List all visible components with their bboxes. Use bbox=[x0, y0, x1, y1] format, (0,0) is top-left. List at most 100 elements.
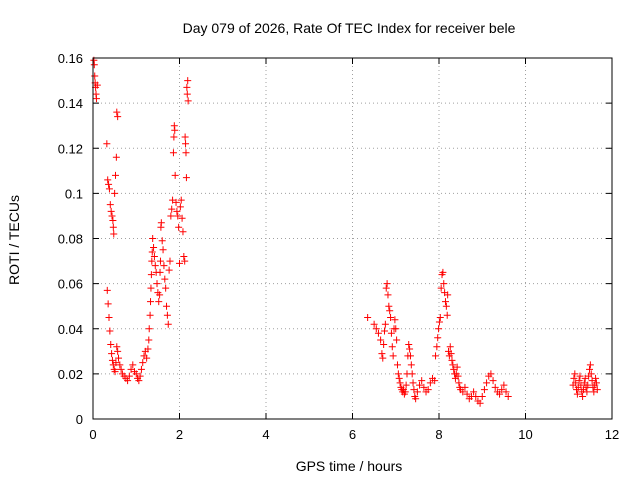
data-point bbox=[447, 350, 455, 358]
data-point bbox=[171, 126, 179, 134]
data-point bbox=[386, 307, 394, 315]
data-point bbox=[108, 212, 116, 220]
data-point bbox=[491, 383, 499, 391]
x-tick-label: 4 bbox=[262, 427, 269, 442]
data-point bbox=[449, 361, 457, 369]
data-point bbox=[381, 320, 389, 328]
data-point bbox=[489, 377, 497, 385]
data-point bbox=[181, 257, 189, 265]
data-point bbox=[437, 284, 445, 292]
data-point bbox=[378, 350, 386, 358]
data-point bbox=[124, 377, 132, 385]
data-point bbox=[442, 302, 450, 310]
y-tick-label: 0.14 bbox=[58, 96, 83, 111]
data-point bbox=[424, 386, 432, 394]
data-point bbox=[132, 370, 140, 378]
data-point bbox=[169, 149, 177, 157]
data-point bbox=[168, 205, 176, 213]
data-point bbox=[383, 280, 391, 288]
data-point bbox=[147, 284, 155, 292]
data-point bbox=[408, 370, 416, 378]
data-point bbox=[389, 352, 397, 360]
data-point bbox=[90, 61, 98, 69]
data-point bbox=[161, 275, 169, 283]
data-point bbox=[156, 268, 164, 276]
data-point bbox=[396, 379, 404, 387]
data-point bbox=[420, 383, 428, 391]
chart-title: Day 079 of 2026, Rate Of TEC Index for r… bbox=[183, 20, 516, 36]
data-point bbox=[147, 271, 155, 279]
data-point bbox=[156, 257, 164, 265]
data-point bbox=[407, 361, 415, 369]
data-point bbox=[115, 354, 123, 362]
data-point bbox=[496, 390, 504, 398]
data-point bbox=[108, 350, 116, 358]
data-point bbox=[388, 343, 396, 351]
data-point bbox=[180, 253, 188, 261]
data-point bbox=[157, 219, 165, 227]
data-point bbox=[106, 327, 114, 335]
tick-labels: 0 2 4 6 8 10 12 0 0.02 0.04 0.06 0.08 0.1 0.12 0.14 0.1… bbox=[58, 51, 620, 442]
data-point bbox=[159, 246, 167, 254]
data-point bbox=[146, 311, 154, 319]
data-point bbox=[444, 291, 452, 299]
x-tick-label: 12 bbox=[605, 427, 619, 442]
data-point bbox=[435, 318, 443, 326]
data-point bbox=[129, 361, 137, 369]
data-point bbox=[105, 313, 113, 321]
data-point bbox=[483, 379, 491, 387]
data-point bbox=[179, 228, 187, 236]
data-point bbox=[440, 280, 448, 288]
data-point bbox=[393, 361, 401, 369]
data-point bbox=[162, 284, 170, 292]
data-point bbox=[150, 244, 158, 252]
data-point bbox=[105, 180, 113, 188]
data-point bbox=[171, 171, 179, 179]
data-point bbox=[145, 336, 153, 344]
data-point bbox=[151, 262, 159, 270]
data-point bbox=[446, 343, 454, 351]
y-tick-label: 0.08 bbox=[58, 232, 83, 247]
data-point bbox=[453, 363, 461, 371]
data-point bbox=[178, 214, 186, 222]
data-point bbox=[487, 370, 495, 378]
data-point bbox=[593, 386, 601, 394]
data-point bbox=[143, 354, 151, 362]
y-tick-label: 0 bbox=[76, 412, 83, 427]
data-point bbox=[384, 291, 392, 299]
data-point bbox=[401, 388, 409, 396]
x-tick-label: 10 bbox=[518, 427, 532, 442]
data-point bbox=[441, 298, 449, 306]
data-point bbox=[377, 336, 385, 344]
data-point bbox=[158, 237, 166, 245]
data-point bbox=[137, 365, 145, 373]
data-point bbox=[592, 374, 600, 382]
data-point bbox=[107, 341, 115, 349]
data-point bbox=[176, 259, 183, 267]
data-point bbox=[176, 203, 184, 211]
data-point bbox=[436, 313, 444, 321]
data-point bbox=[164, 320, 172, 328]
data-point bbox=[167, 212, 175, 220]
data-point bbox=[394, 370, 402, 378]
data-point bbox=[478, 392, 486, 400]
data-point bbox=[109, 223, 117, 231]
data-point bbox=[104, 300, 112, 308]
data-point bbox=[364, 313, 372, 321]
data-point bbox=[184, 97, 192, 105]
y-tick-label: 0.1 bbox=[65, 186, 83, 201]
data-point bbox=[402, 381, 410, 389]
data-point bbox=[406, 352, 414, 360]
data-point bbox=[432, 352, 440, 360]
data-point bbox=[103, 140, 111, 148]
data-point bbox=[104, 176, 112, 184]
data-point bbox=[480, 386, 488, 394]
data-point bbox=[448, 356, 456, 364]
y-axis-label: ROTI / TECUs bbox=[6, 195, 22, 285]
data-point bbox=[112, 359, 120, 367]
data-point bbox=[113, 108, 121, 116]
grid bbox=[93, 58, 612, 419]
data-point bbox=[139, 359, 147, 367]
data-point bbox=[91, 72, 99, 80]
